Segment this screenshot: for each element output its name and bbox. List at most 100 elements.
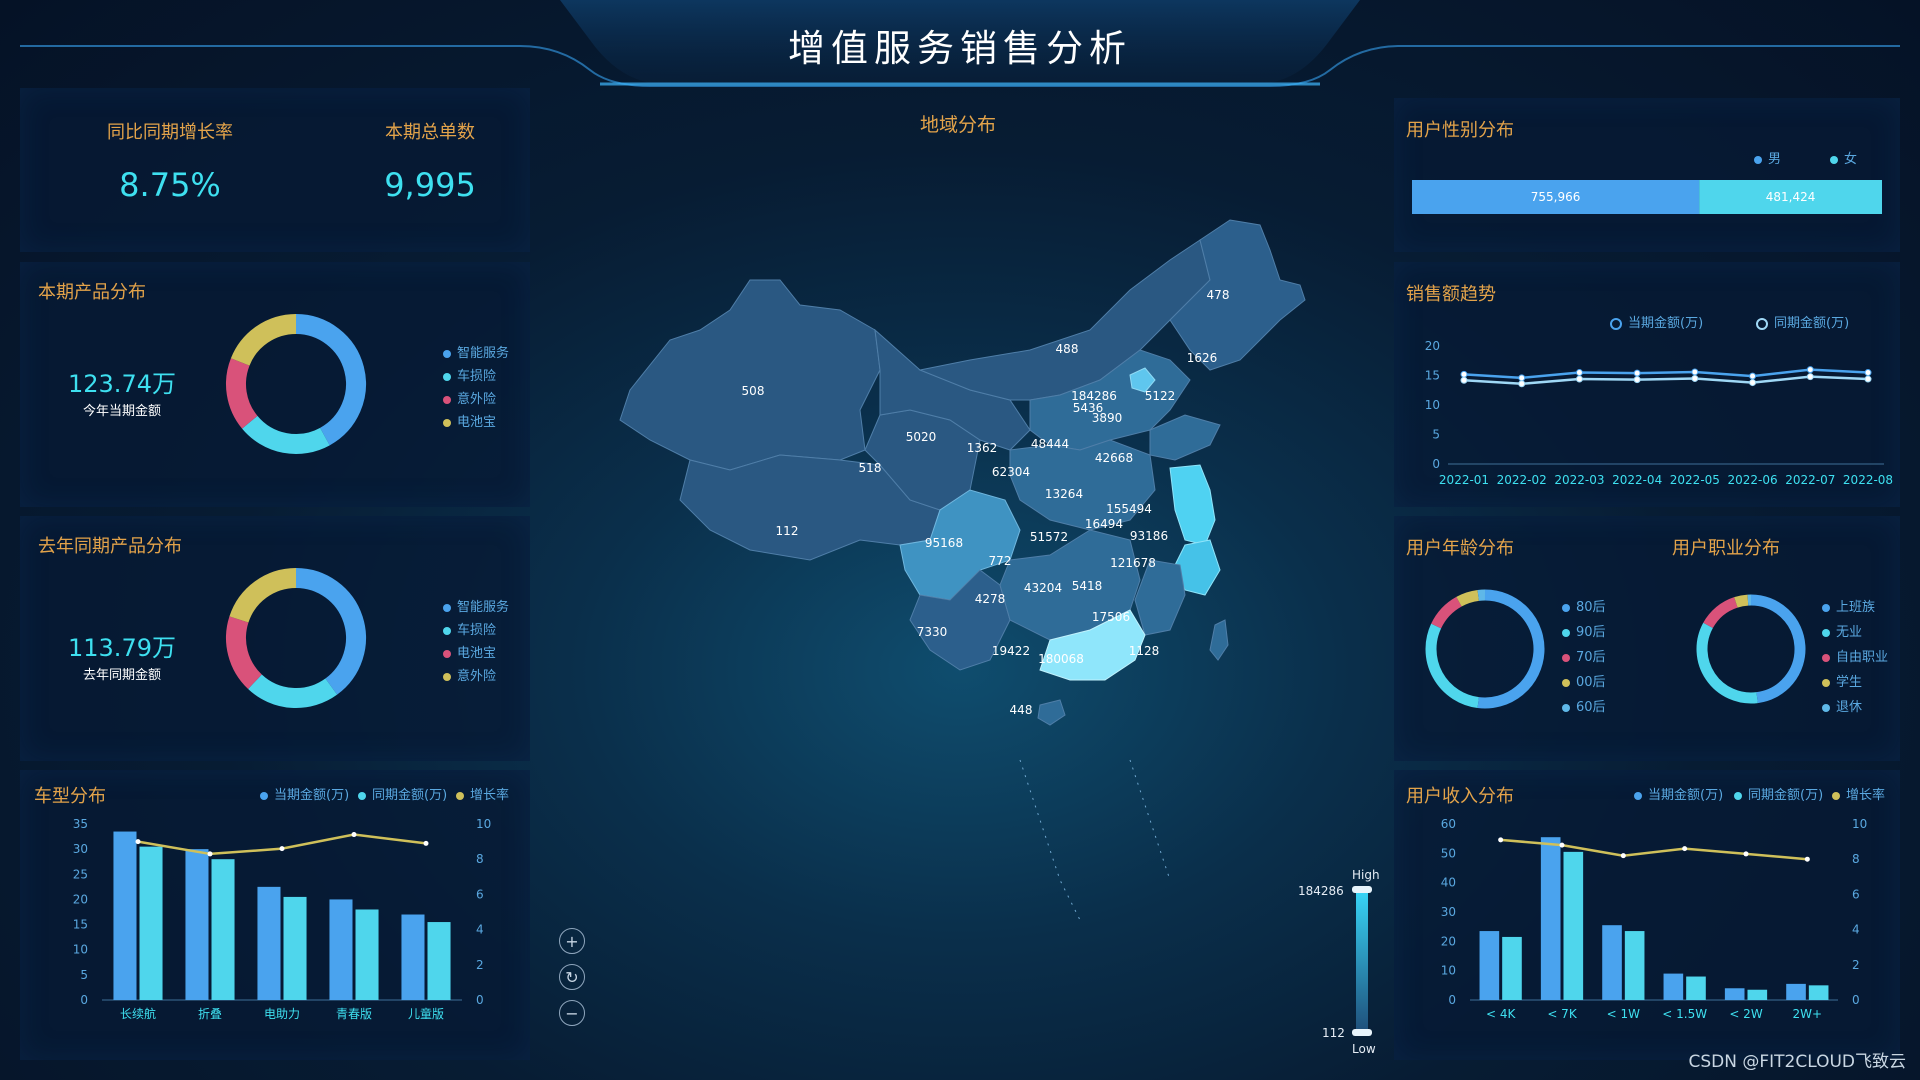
map-legend-bar[interactable] [1346,884,1386,1044]
legend-item[interactable]: 90后 [1562,621,1606,640]
legend-item[interactable]: 当期金额(万) [1634,784,1723,803]
growth-point[interactable] [1743,851,1749,857]
bar[interactable] [427,922,451,1000]
line-point[interactable] [1806,366,1814,374]
map-region-guangdong[interactable] [1039,609,1146,681]
legend-item[interactable]: 车损险 [443,619,496,638]
map-region-shandong[interactable] [1149,414,1221,461]
bar[interactable] [1479,931,1500,1000]
legend-item[interactable]: 车损险 [443,365,496,384]
donut-slice[interactable] [1750,594,1806,704]
donut-slice[interactable] [1456,589,1480,607]
legend-item[interactable]: 男 [1754,148,1781,167]
legend-item[interactable]: 增长率 [456,784,509,803]
donut-slice[interactable] [1425,623,1480,709]
growth-point[interactable] [423,840,429,846]
bar[interactable] [283,896,307,1000]
line-point[interactable] [1460,370,1468,378]
bar[interactable] [1563,851,1584,1000]
growth-point[interactable] [1682,846,1688,852]
line-point[interactable] [1806,373,1814,381]
series-line[interactable] [1463,368,1869,380]
bar[interactable] [1786,983,1806,1000]
line-point[interactable] [1749,372,1757,380]
map-zoom-out-button[interactable]: − [559,1000,585,1026]
donut-slice[interactable] [295,314,366,446]
line-point[interactable] [1518,374,1526,382]
line-point[interactable] [1518,380,1526,388]
bar[interactable] [1808,985,1829,1000]
series-line[interactable] [1463,375,1869,386]
map-region-yunnan[interactable] [909,569,1011,671]
legend-item[interactable]: 70后 [1562,646,1606,665]
growth-line[interactable] [1500,838,1808,861]
growth-point[interactable] [1620,853,1626,859]
growth-point[interactable] [1559,842,1565,848]
donut-slice[interactable] [1477,589,1545,709]
bar[interactable] [113,831,137,1000]
map-region-fujian[interactable] [1134,559,1186,636]
line-point[interactable] [1460,376,1468,384]
bar[interactable] [401,914,425,1000]
legend-item[interactable]: 增长率 [1832,784,1885,803]
legend-item[interactable]: 同期金额(万) [1756,312,1849,331]
legend-item[interactable]: 80后 [1562,596,1606,615]
legend-item[interactable]: 00后 [1562,671,1606,690]
gender-bar-segment[interactable] [1412,180,1700,214]
legend-item[interactable]: 自由职业 [1822,646,1888,665]
line-point[interactable] [1864,369,1872,377]
line-point[interactable] [1691,368,1699,376]
line-point[interactable] [1633,376,1641,384]
growth-point[interactable] [135,839,141,845]
map-region-huazhong[interactable] [1009,439,1156,531]
growth-point[interactable] [279,846,285,852]
legend-item[interactable]: 60后 [1562,696,1606,715]
legend-item[interactable]: 上班族 [1822,596,1875,615]
bar[interactable] [329,899,353,1000]
map-zoom-in-button[interactable]: + [559,928,585,954]
map-region-hainan[interactable] [1037,699,1066,726]
line-point[interactable] [1633,369,1641,377]
bar[interactable] [1686,976,1706,1000]
map-region-sichuan[interactable] [899,489,1021,601]
bar[interactable] [1724,988,1745,1000]
legend-item[interactable]: 当期金额(万) [1610,312,1703,331]
legend-item[interactable]: 退休 [1822,696,1862,715]
donut-slice[interactable] [295,568,366,695]
donut-slice[interactable] [248,674,338,708]
bar[interactable] [139,846,163,1000]
map-region-dongbei[interactable] [1169,219,1306,371]
donut-slice[interactable] [1431,596,1462,629]
donut-slice[interactable] [226,616,263,690]
bar[interactable] [1602,925,1622,1000]
legend-item[interactable]: 当期金额(万) [260,784,349,803]
donut-slice[interactable] [242,415,330,454]
growth-point[interactable] [1498,837,1504,843]
legend-item[interactable]: 同期金额(万) [1734,784,1823,803]
bar[interactable] [1663,973,1684,1000]
bar[interactable] [1747,989,1768,1000]
bar[interactable] [257,886,281,1000]
legend-item[interactable]: 意外险 [443,388,496,407]
donut-slice[interactable] [1696,622,1758,704]
growth-point[interactable] [351,832,357,838]
bar[interactable] [1540,837,1561,1000]
bar[interactable] [185,849,209,1000]
legend-item[interactable]: 电池宝 [443,411,496,430]
bar[interactable] [211,859,235,1000]
line-point[interactable] [1749,379,1757,387]
map-region-jiangsu[interactable] [1169,464,1216,546]
donut-slice[interactable] [230,314,297,366]
bar[interactable] [355,909,379,1000]
growth-point[interactable] [207,851,213,857]
gender-bar-segment[interactable] [1699,180,1882,214]
legend-item[interactable]: 无业 [1822,621,1862,640]
donut-slice[interactable] [1734,594,1749,608]
line-point[interactable] [1575,369,1583,377]
map-region-beijing[interactable] [1129,367,1156,393]
legend-item[interactable]: 智能服务 [443,596,509,615]
legend-item[interactable]: 学生 [1822,671,1862,690]
line-point[interactable] [1691,374,1699,382]
donut-slice[interactable] [229,568,297,623]
